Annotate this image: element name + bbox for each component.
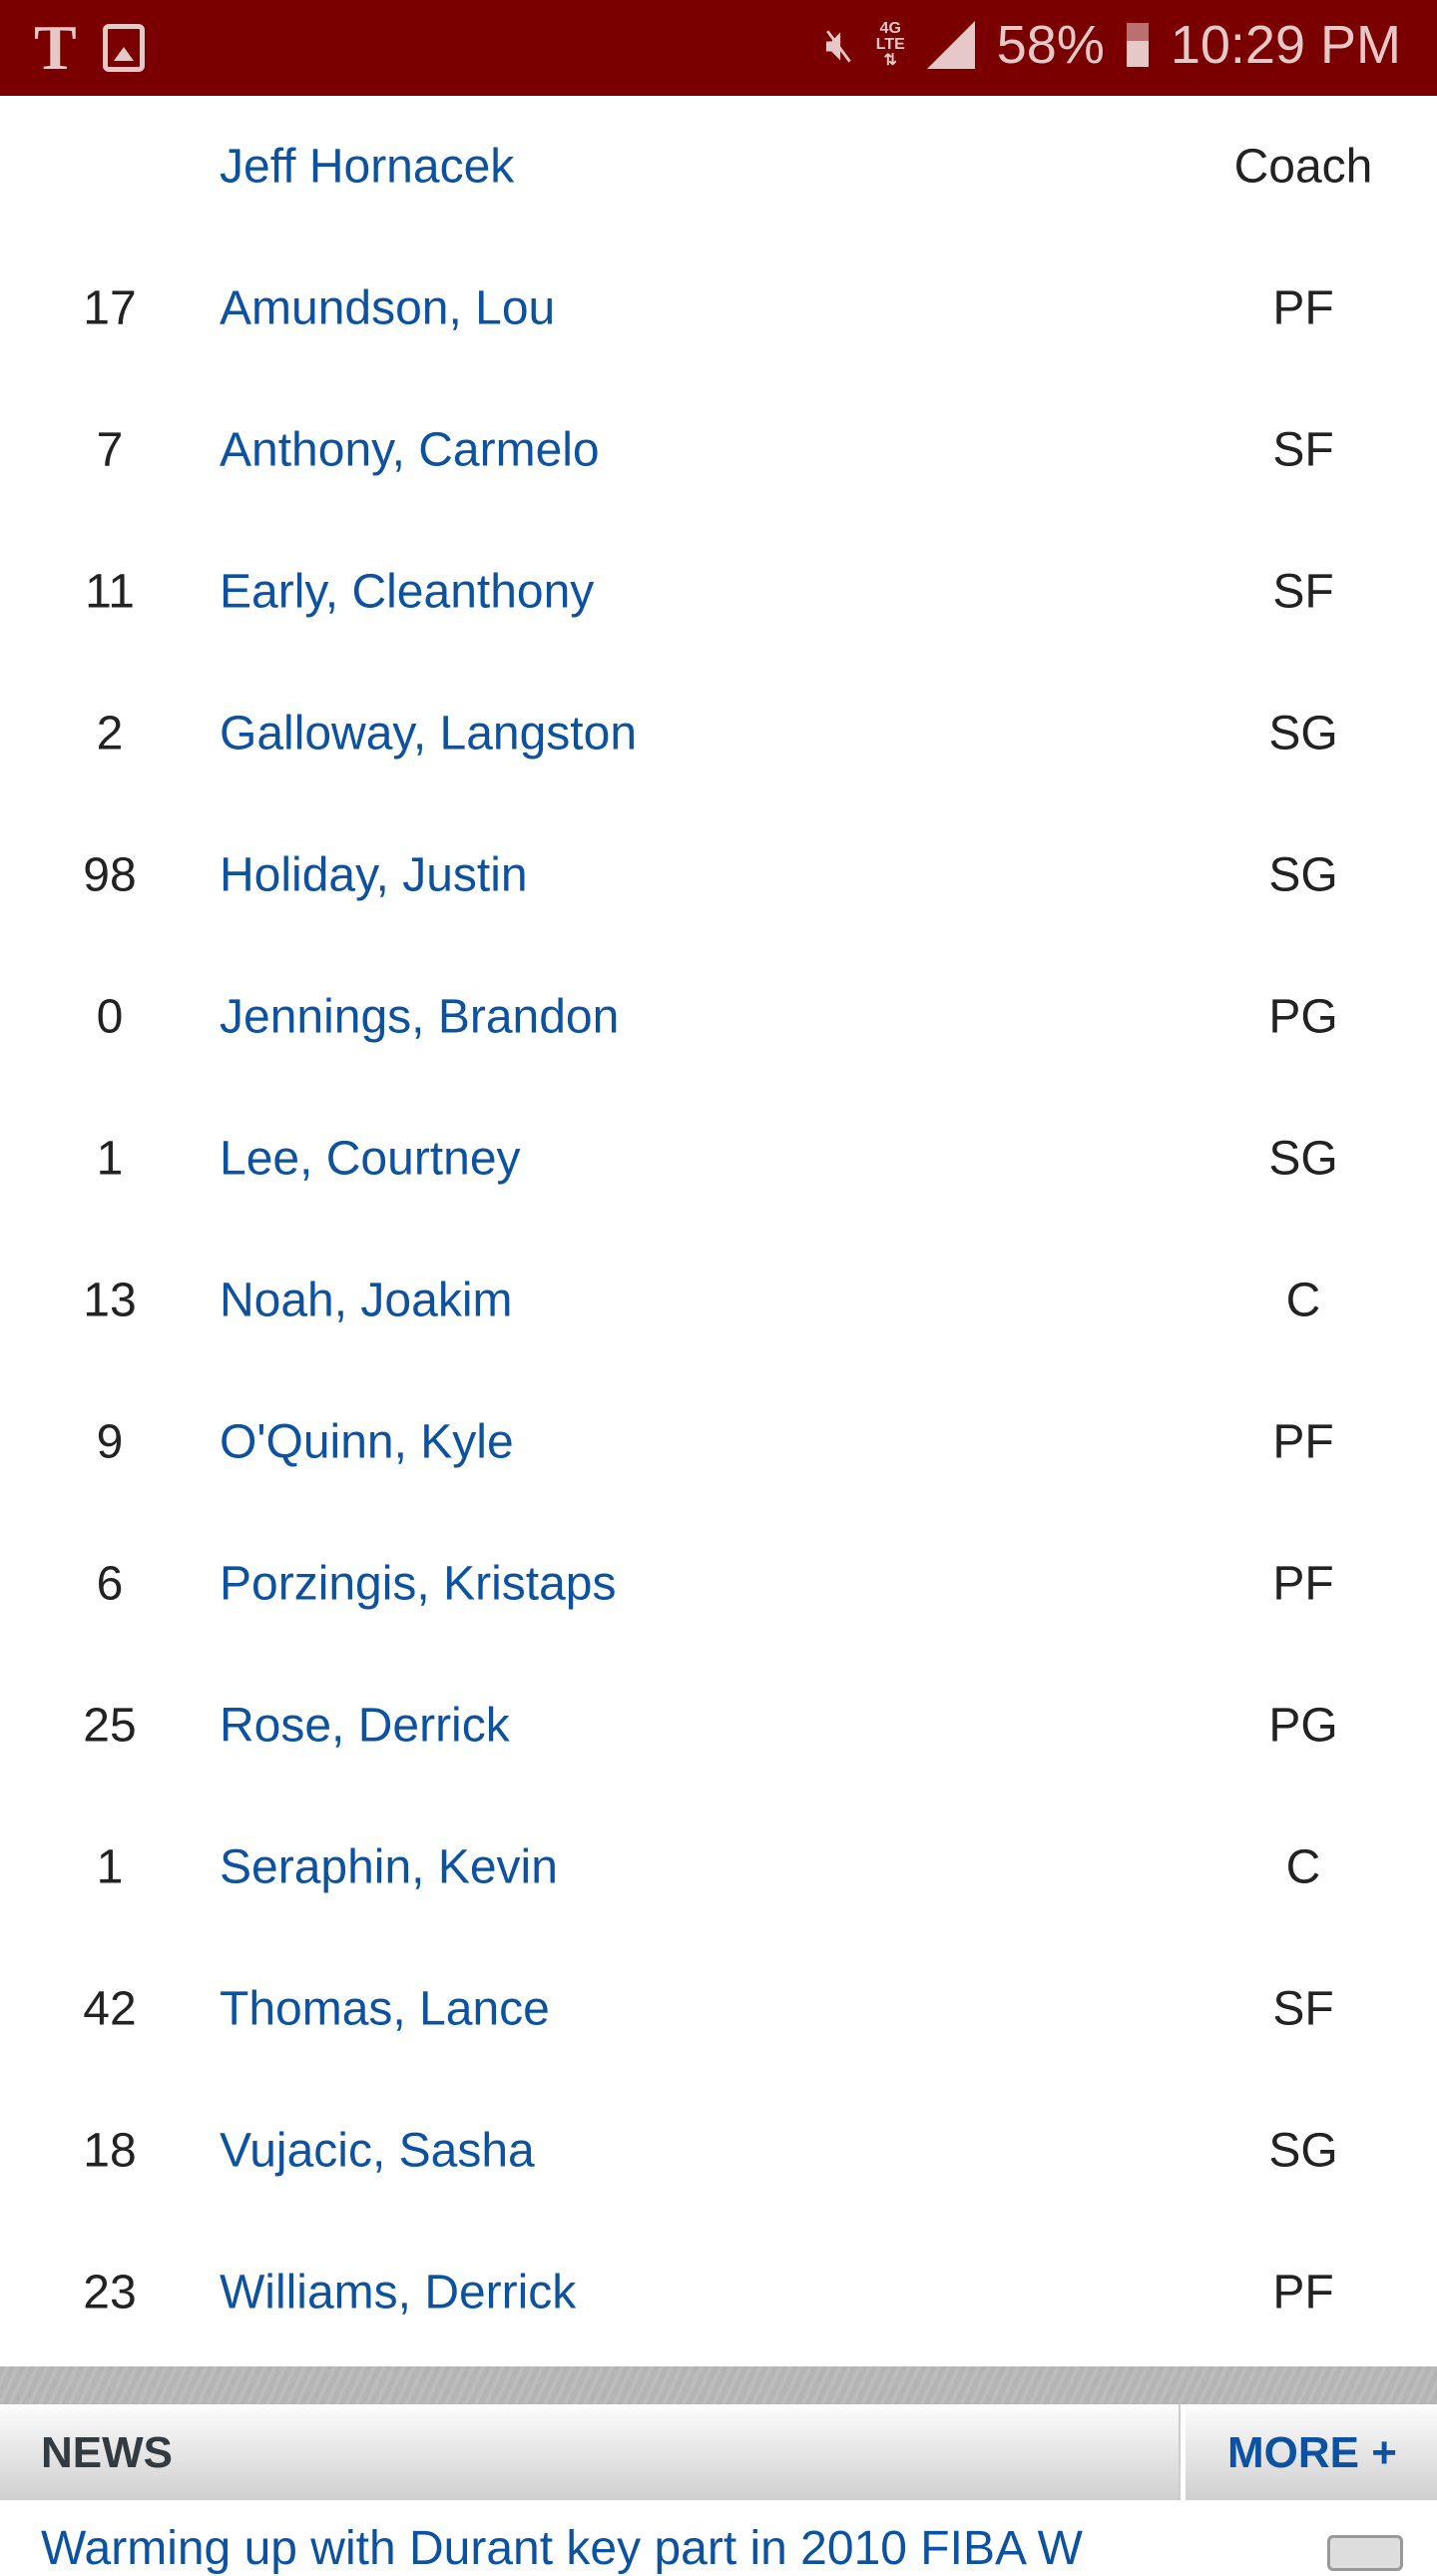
roster-row: 7 Anthony, Carmelo SF bbox=[0, 379, 1437, 521]
video-thumbnail-icon[interactable] bbox=[1327, 2535, 1403, 2571]
image-notification-icon bbox=[102, 24, 145, 72]
player-position: SF bbox=[1272, 423, 1334, 477]
roster-row: 13 Noah, Joakim C bbox=[0, 1230, 1437, 1371]
player-name-link[interactable]: Amundson, Lou bbox=[220, 281, 556, 335]
player-number: 98 bbox=[83, 848, 137, 902]
lte-icon: 4G LTE ⇅ bbox=[875, 20, 905, 69]
player-position: SF bbox=[1272, 1982, 1334, 2036]
roster-row: 25 Rose, Derrick PG bbox=[0, 1655, 1437, 1797]
player-name-link[interactable]: Lee, Courtney bbox=[220, 1132, 521, 1186]
roster-row: 11 Early, Cleanthony SF bbox=[0, 521, 1437, 663]
status-bar: T 🔇︎ 4G LTE ⇅ 58% 10:29 PM bbox=[0, 0, 1437, 96]
battery-charging-icon bbox=[1126, 23, 1149, 67]
player-name-link[interactable]: Jeff Hornacek bbox=[220, 140, 515, 194]
player-position: PF bbox=[1272, 1557, 1334, 1611]
player-name-link[interactable]: Seraphin, Kevin bbox=[220, 1840, 558, 1894]
roster-row: 17 Amundson, Lou PF bbox=[0, 238, 1437, 379]
more-news-button[interactable]: MORE + bbox=[1227, 2428, 1397, 2477]
signal-icon bbox=[926, 21, 975, 69]
player-number: 17 bbox=[83, 281, 137, 335]
player-name-link[interactable]: O'Quinn, Kyle bbox=[220, 1415, 514, 1469]
player-name-link[interactable]: Noah, Joakim bbox=[220, 1274, 513, 1327]
roster-row: 23 Williams, Derrick PF bbox=[0, 2222, 1437, 2363]
player-position: SF bbox=[1272, 565, 1334, 619]
player-position: PF bbox=[1272, 2266, 1334, 2319]
player-name-link[interactable]: Galloway, Langston bbox=[220, 707, 638, 761]
player-name-link[interactable]: Rose, Derrick bbox=[220, 1699, 510, 1753]
roster-row: 18 Vujacic, Sasha SG bbox=[0, 2080, 1437, 2222]
mute-icon: 🔇︎ bbox=[824, 18, 854, 70]
player-name-link[interactable]: Porzingis, Kristaps bbox=[220, 1557, 617, 1611]
player-number: 42 bbox=[83, 1982, 137, 2036]
player-number: 13 bbox=[83, 1274, 137, 1327]
player-name-link[interactable]: Vujacic, Sasha bbox=[220, 2124, 535, 2178]
roster-row: 1 Seraphin, Kevin C bbox=[0, 1797, 1437, 1938]
player-position: SG bbox=[1268, 707, 1338, 761]
player-position: PG bbox=[1268, 1699, 1338, 1753]
player-number: 11 bbox=[85, 565, 135, 619]
player-name-link[interactable]: Anthony, Carmelo bbox=[220, 423, 600, 477]
player-name-link[interactable]: Thomas, Lance bbox=[220, 1982, 550, 2036]
player-number: 6 bbox=[96, 1557, 124, 1611]
player-number: 9 bbox=[96, 1415, 124, 1469]
header-divider bbox=[1179, 2404, 1186, 2500]
player-number: 7 bbox=[96, 423, 124, 477]
player-number: 18 bbox=[83, 2124, 137, 2178]
news-header: NEWS MORE + bbox=[0, 2404, 1437, 2500]
player-position: PG bbox=[1268, 990, 1338, 1044]
player-number: 1 bbox=[96, 1840, 124, 1894]
player-number: 2 bbox=[96, 707, 124, 761]
divider-band bbox=[0, 2366, 1437, 2404]
player-position: SG bbox=[1268, 1132, 1338, 1186]
player-name-link[interactable]: Early, Cleanthony bbox=[220, 565, 595, 619]
roster-row: 98 Holiday, Justin SG bbox=[0, 804, 1437, 946]
clock: 10:29 PM bbox=[1170, 15, 1401, 75]
player-position: PF bbox=[1272, 1415, 1334, 1469]
player-name-link[interactable]: Jennings, Brandon bbox=[220, 990, 620, 1044]
player-position: SG bbox=[1268, 848, 1338, 902]
player-position: SG bbox=[1268, 2124, 1338, 2178]
roster-row: Jeff Hornacek Coach bbox=[0, 96, 1437, 238]
battery-percent: 58% bbox=[996, 15, 1105, 75]
player-number: 25 bbox=[83, 1699, 137, 1753]
roster-row: 1 Lee, Courtney SG bbox=[0, 1088, 1437, 1230]
roster-row: 2 Galloway, Langston SG bbox=[0, 663, 1437, 804]
player-position: C bbox=[1285, 1840, 1321, 1894]
t-mobile-logo-icon: T bbox=[34, 12, 77, 83]
player-position: PF bbox=[1272, 281, 1334, 335]
roster-row: 6 Porzingis, Kristaps PF bbox=[0, 1513, 1437, 1655]
news-headline-link[interactable]: Warming up with Durant key part in 2010 … bbox=[41, 2522, 1083, 2575]
news-title: NEWS bbox=[41, 2428, 173, 2477]
player-number: 1 bbox=[96, 1132, 124, 1186]
player-number: 0 bbox=[96, 990, 124, 1044]
player-name-link[interactable]: Williams, Derrick bbox=[220, 2266, 577, 2319]
roster-row: 42 Thomas, Lance SF bbox=[0, 1938, 1437, 2080]
player-name-link[interactable]: Holiday, Justin bbox=[220, 848, 528, 902]
player-number: 23 bbox=[83, 2266, 137, 2319]
roster-row: 0 Jennings, Brandon PG bbox=[0, 946, 1437, 1088]
player-position: C bbox=[1285, 1274, 1321, 1327]
roster-row: 9 O'Quinn, Kyle PF bbox=[0, 1371, 1437, 1513]
player-position: Coach bbox=[1233, 140, 1373, 194]
